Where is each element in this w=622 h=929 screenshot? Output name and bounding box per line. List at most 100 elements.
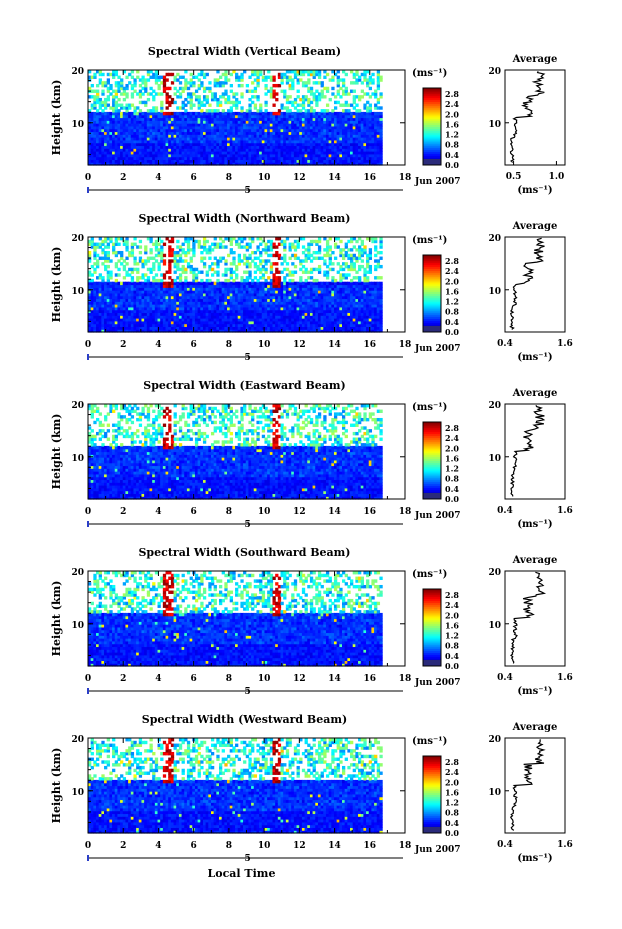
heatmap	[88, 237, 383, 333]
heatmap-cell	[208, 87, 211, 90]
heatmap-cell	[345, 87, 348, 90]
heatmap-cell	[149, 248, 152, 251]
heatmap-cell	[117, 268, 120, 271]
heatmap-cell	[371, 78, 374, 81]
heatmap-cell	[235, 92, 238, 95]
heatmap-cell	[208, 257, 211, 260]
profile-y-tick-label: 20	[488, 67, 501, 77]
heatmap-cell	[243, 70, 246, 73]
heatmap-cell	[139, 240, 142, 243]
panel-0: Spectral Width (Vertical Beam)0 2 4 6 8 10 12 1…	[50, 45, 565, 196]
heatmap-cell	[109, 271, 112, 274]
heatmap-cell	[355, 70, 358, 73]
heatmap-cell	[224, 259, 227, 262]
heatmap-cell	[264, 84, 267, 87]
heatmap-cell	[272, 76, 275, 79]
x-tick-label: 16	[364, 173, 377, 183]
heatmap-cell	[289, 95, 292, 98]
heatmap-cell	[147, 98, 150, 101]
heatmap-cell	[299, 276, 302, 279]
heatmap-cell	[107, 78, 110, 81]
heatmap-cell	[155, 106, 158, 109]
colorbar-label: 1.6	[445, 119, 459, 129]
x-tick-label: 10	[258, 173, 271, 183]
heatmap-cell	[155, 70, 158, 73]
heatmap-cell	[240, 84, 243, 87]
heatmap-cell	[136, 268, 139, 271]
heatmap-cell	[203, 257, 206, 260]
heatmap-cell	[264, 268, 267, 271]
heatmap-cell	[125, 262, 128, 265]
heatmap-cell	[117, 273, 120, 276]
heatmap-cell	[171, 237, 174, 240]
heatmap-cell	[136, 70, 139, 73]
heatmap-cell	[163, 259, 166, 262]
heatmap-cell	[163, 243, 166, 246]
x-tick-label: 8	[226, 173, 232, 183]
heatmap-cell	[206, 73, 209, 76]
heatmap-cell	[168, 87, 171, 90]
heatmap-cell	[214, 92, 217, 95]
heatmap-cell	[107, 265, 110, 268]
heatmap-cell	[243, 237, 246, 240]
heatmap-cell	[248, 271, 251, 274]
heatmap-cell	[275, 262, 278, 265]
heatmap-cell	[379, 76, 382, 79]
heatmap-cell	[144, 245, 147, 248]
heatmap-cell	[155, 273, 158, 276]
heatmap-cell	[254, 104, 257, 107]
x-tick-label: 4	[155, 173, 161, 183]
heatmap-cell	[206, 95, 209, 98]
heatmap-cell	[355, 104, 358, 107]
profile-y-tick-label: 10	[488, 120, 501, 130]
heatmap-cell	[377, 70, 380, 73]
heatmap-cell	[232, 257, 235, 260]
heatmap	[88, 70, 383, 166]
heatmap-cell	[286, 237, 289, 240]
heatmap-cell	[275, 98, 278, 101]
heatmap-cell	[224, 70, 227, 73]
heatmap-cell	[203, 262, 206, 265]
heatmap-cell	[264, 101, 267, 104]
y-axis-label: Height (km)	[50, 80, 63, 156]
colorbar-label: 2.4	[445, 99, 459, 109]
heatmap-cell	[251, 237, 254, 240]
heatmap-cell	[227, 95, 230, 98]
heatmap-cell	[120, 251, 123, 254]
y-tick-label: 10	[71, 120, 84, 130]
heatmap-cell	[256, 95, 259, 98]
heatmap-cell	[107, 251, 110, 254]
heatmap-cell	[101, 73, 104, 76]
profile-frame	[505, 70, 565, 165]
heatmap-cell	[120, 78, 123, 81]
y-tick-label: 20	[71, 67, 84, 77]
heatmap-cell	[369, 87, 372, 90]
heatmap-cell	[366, 70, 369, 73]
heatmap-cell	[302, 237, 305, 240]
heatmap-cell	[139, 251, 142, 254]
heatmap-cell	[101, 90, 104, 93]
heatmap-cell	[198, 95, 201, 98]
heatmap-cell	[275, 92, 278, 95]
heatmap-cell	[117, 243, 120, 246]
panel-1: Spectral Width (Northward Beam)0 2 4 6 8 10 12…	[50, 212, 573, 363]
heatmap-cell	[371, 73, 374, 76]
heatmap-cell	[163, 254, 166, 257]
heatmap-cell	[131, 70, 134, 73]
heatmap-cell	[176, 240, 179, 243]
heatmap-cell	[179, 81, 182, 84]
heatmap-cell	[238, 101, 241, 104]
date-label: Jun 2007	[414, 177, 461, 187]
heatmap-cell	[125, 92, 128, 95]
panel-title: Spectral Width (Northward Beam)	[139, 212, 351, 225]
colorbar-label: 2.8	[445, 89, 459, 99]
colorbar-label: 0.0	[445, 160, 459, 170]
heatmap-cell	[174, 101, 177, 104]
heatmap-cell	[369, 104, 372, 107]
heatmap-cell	[184, 276, 187, 279]
heatmap-cell	[259, 104, 262, 107]
heatmap-cell	[329, 98, 332, 101]
heatmap-cell	[240, 106, 243, 109]
heatmap-cell	[91, 84, 94, 87]
heatmap-cell	[259, 70, 262, 73]
